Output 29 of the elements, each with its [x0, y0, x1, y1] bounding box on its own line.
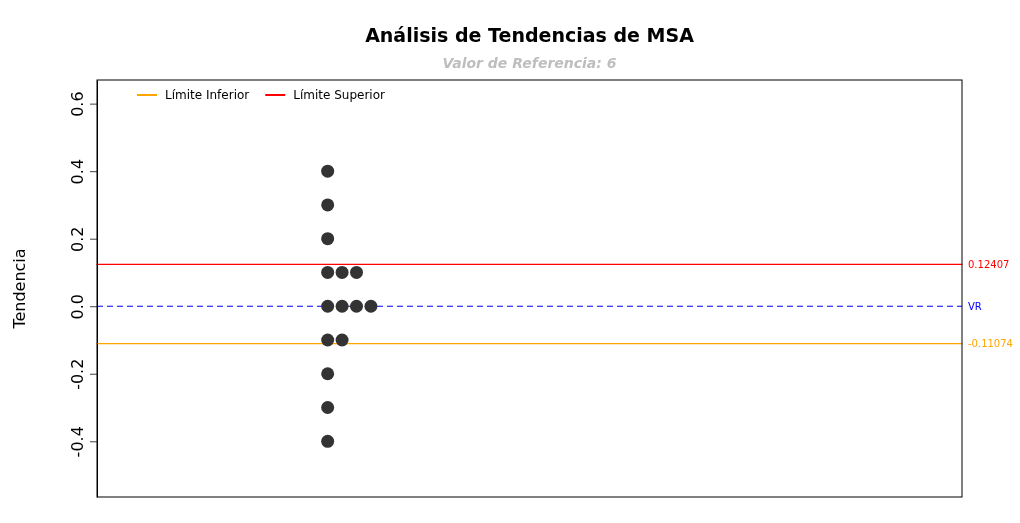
data-label: -0.11074: [968, 338, 1013, 350]
legend-label: Límite Superior: [293, 88, 386, 103]
point: [321, 232, 335, 246]
y-tick-label: -0.2: [68, 358, 87, 390]
point: [321, 164, 335, 178]
y-axis-title: Tendencia: [10, 248, 29, 330]
point: [321, 401, 335, 415]
point: [335, 265, 349, 279]
y-tick-label: 0.0: [68, 294, 87, 320]
legend-label: Límite Inferior: [165, 88, 250, 103]
y-tick-label: 0.6: [68, 91, 87, 117]
point: [321, 333, 335, 347]
point: [335, 333, 349, 347]
point: [350, 265, 363, 279]
point: [350, 299, 363, 313]
point: [335, 299, 349, 313]
chart-title: Análisis de Tendencias de MSA: [365, 24, 695, 46]
ref-line-label: VR: [968, 300, 982, 312]
point: [321, 265, 335, 279]
data-label: 0.12407: [968, 258, 1010, 270]
point: [321, 434, 335, 448]
y-tick-label: 0.2: [68, 226, 87, 252]
chart-subtitle: Valor de Referencia: 6: [442, 55, 617, 71]
point: [321, 299, 335, 313]
point: [321, 367, 335, 381]
point: [364, 299, 378, 313]
point: [321, 198, 335, 212]
y-tick-label: 0.4: [68, 158, 87, 185]
y-tick-label: -0.4: [68, 426, 87, 458]
